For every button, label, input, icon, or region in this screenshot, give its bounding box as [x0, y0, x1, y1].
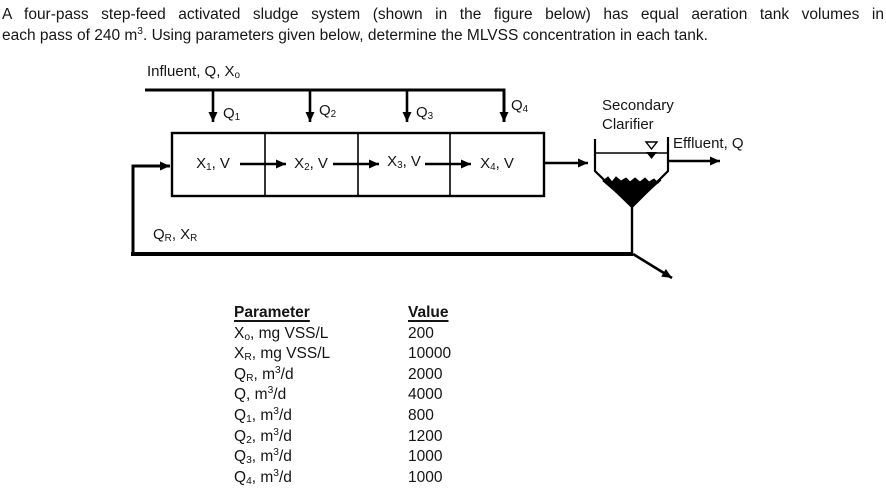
problem-statement-line2: each pass of 240 m3. Using parameters gi…	[2, 25, 708, 44]
water-level-icon	[644, 141, 659, 151]
feed-q2-label: Q2	[319, 102, 337, 120]
value-column-header: Value	[408, 304, 449, 321]
problem-statement-line1: A four-pass step-feed activated sludge s…	[2, 6, 884, 23]
table-row: Q2, m3/d 1200	[234, 427, 451, 448]
table-row: XR, mg VSS/L 10000	[234, 344, 451, 365]
table-row: Q, m3/d 4000	[234, 385, 451, 406]
value-cell: 10000	[408, 345, 452, 363]
sludge-blanket	[602, 176, 662, 207]
table-row: Q1, m3/d 800	[234, 406, 451, 427]
param-cell: Q3, m3/d	[234, 447, 292, 466]
feed-q1-label: Q1	[223, 105, 241, 123]
table-row: Q3, m3/d 1000	[234, 447, 451, 468]
param-cell: Q, m3/d	[234, 385, 287, 404]
secondary-clarifier-label-line2: Clarifier	[602, 116, 654, 133]
effluent-label: Effluent, Q	[673, 135, 744, 152]
water-level-icon-solid	[646, 152, 657, 159]
value-cell: 2000	[408, 365, 443, 383]
tank-x2-label: X2, V	[294, 155, 328, 173]
recycle-riser-line	[131, 161, 170, 254]
parameter-table: Parameter Value Xo, mg VSS/L 200 XR, mg …	[234, 303, 451, 488]
feed-q3-label: Q3	[416, 104, 434, 122]
value-cell: 1000	[408, 448, 443, 466]
table-row: QR, m3/d 2000	[234, 365, 451, 386]
table-row: Q4, m3/d 1000	[234, 468, 451, 489]
waste-sludge-arrow	[632, 252, 673, 280]
param-cell: Q4, m3/d	[234, 467, 292, 487]
secondary-clarifier-label: Secondary Clarifier	[602, 96, 674, 134]
feed-q4-label: Q4	[511, 97, 529, 115]
tank-x1-label: X1, V	[196, 155, 230, 173]
value-cell: 4000	[408, 386, 443, 404]
influent-line	[145, 88, 509, 122]
tank-x4-label: X4, V	[480, 155, 514, 173]
param-cell: Q1, m3/d	[234, 405, 292, 425]
influent-label: Influent, Q, Xo	[147, 63, 241, 81]
value-cell: 800	[408, 406, 434, 424]
recycle-label: QR, XR	[153, 226, 198, 244]
param-cell: QR, m3/d	[234, 364, 294, 384]
secondary-clarifier-label-line1: Secondary	[602, 97, 674, 114]
tank-x3-label: X3, V	[387, 153, 421, 171]
param-cell: Xo, mg VSS/L	[234, 324, 329, 343]
table-row: Xo, mg VSS/L 200	[234, 324, 451, 345]
value-cell: 1000	[408, 468, 443, 486]
value-cell: 1200	[408, 427, 443, 445]
parameter-table-header-row: Parameter Value	[234, 303, 451, 324]
parameter-column-header: Parameter	[234, 304, 310, 321]
problem-statement: A four-pass step-feed activated sludge s…	[2, 4, 884, 46]
param-cell: XR, mg VSS/L	[234, 345, 331, 364]
value-cell: 200	[408, 324, 434, 342]
param-cell: Q2, m3/d	[234, 426, 292, 446]
